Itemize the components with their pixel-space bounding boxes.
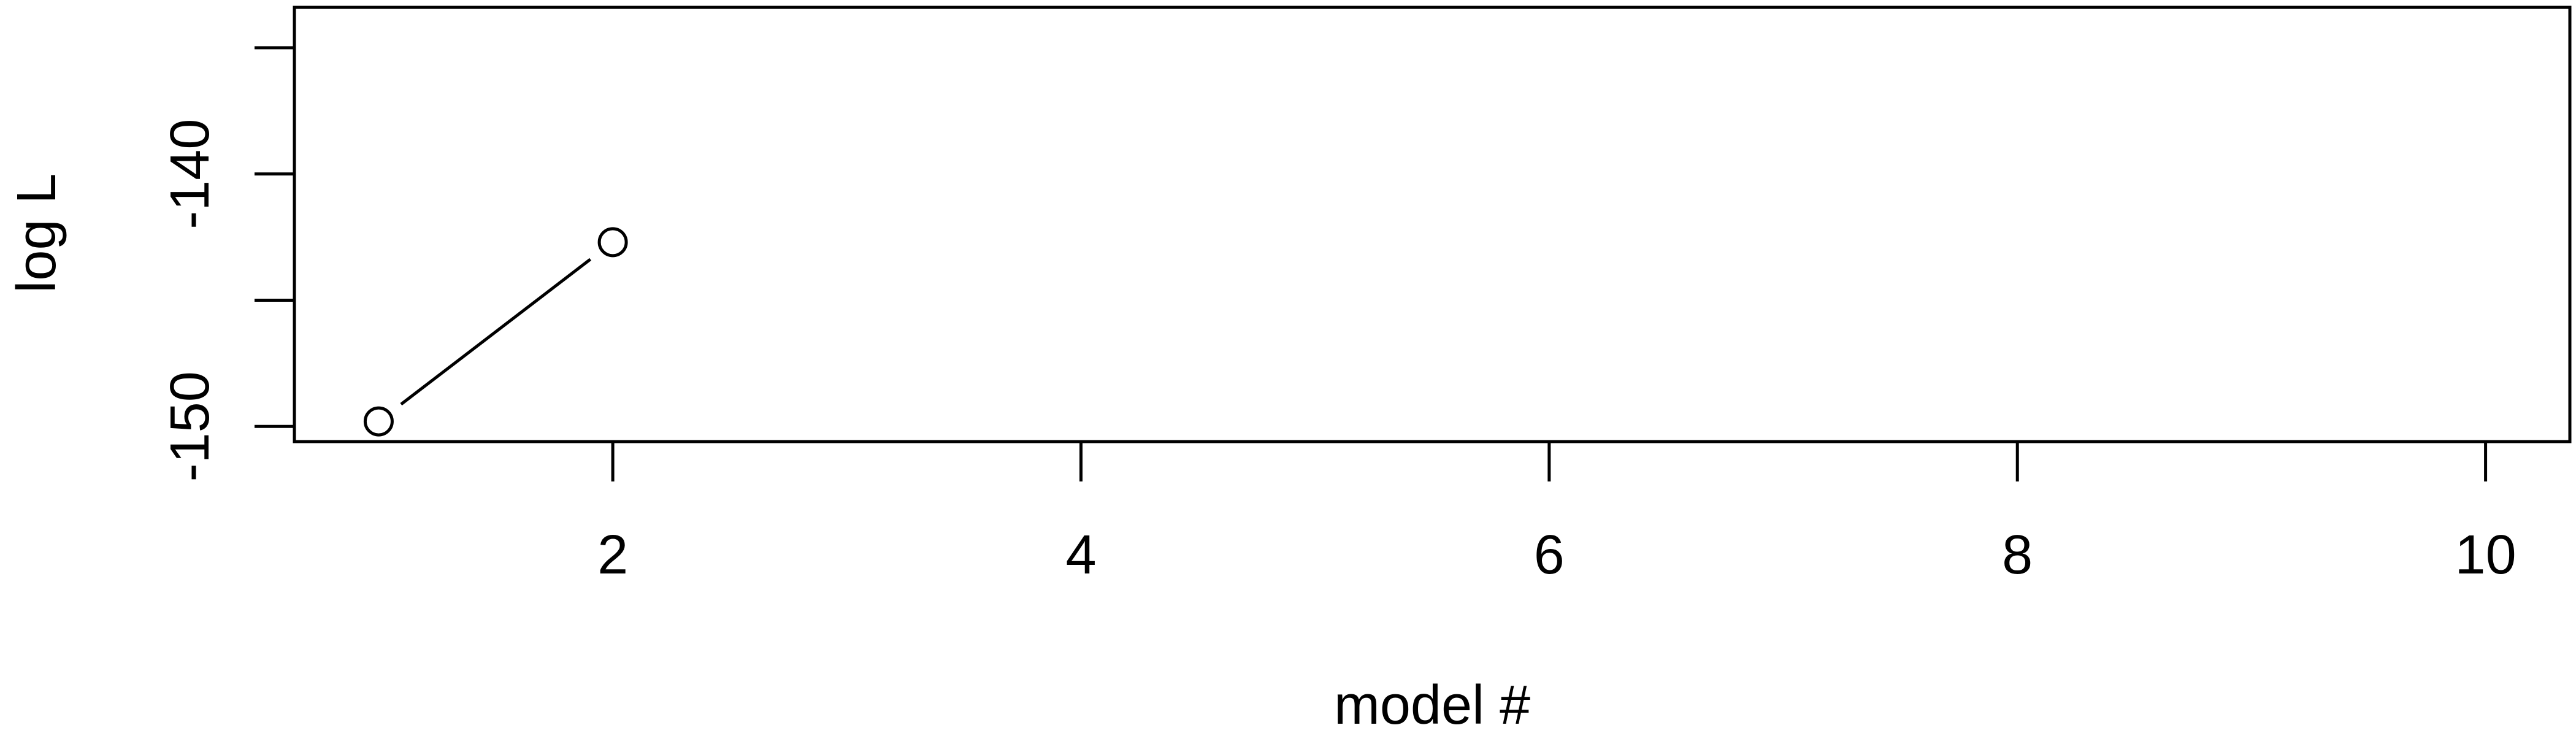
x-axis-title: model # bbox=[1334, 675, 1530, 736]
y-axis-title: log L bbox=[6, 173, 67, 293]
y-axis: -150 -140 bbox=[159, 46, 296, 481]
series-line-segment bbox=[400, 258, 592, 406]
x-tick-label: 4 bbox=[1065, 524, 1096, 586]
x-tick-label: 10 bbox=[2455, 524, 2517, 586]
data-point bbox=[597, 227, 628, 258]
x-tick-label: 6 bbox=[1534, 524, 1565, 586]
plot-frame bbox=[293, 6, 2572, 443]
data-point bbox=[363, 406, 394, 437]
y-tick-label: -140 bbox=[159, 119, 221, 229]
x-tick-label: 8 bbox=[2002, 524, 2033, 586]
x-axis: 2 4 6 8 10 bbox=[597, 440, 2517, 586]
y-tick-label: -150 bbox=[159, 371, 221, 481]
series-layer bbox=[363, 227, 628, 437]
x-tick-label: 2 bbox=[597, 524, 628, 586]
